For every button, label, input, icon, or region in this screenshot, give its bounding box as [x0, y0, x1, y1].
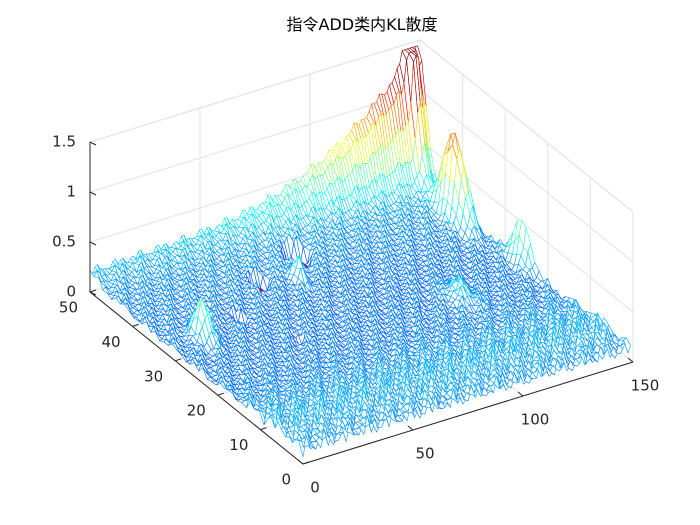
- gridline-z-side: [419, 89, 634, 263]
- gridline-z-back: [89, 39, 421, 143]
- gridline-z-side: [419, 39, 634, 213]
- surface-mesh: [89, 45, 631, 458]
- gridline-z-back: [89, 89, 421, 193]
